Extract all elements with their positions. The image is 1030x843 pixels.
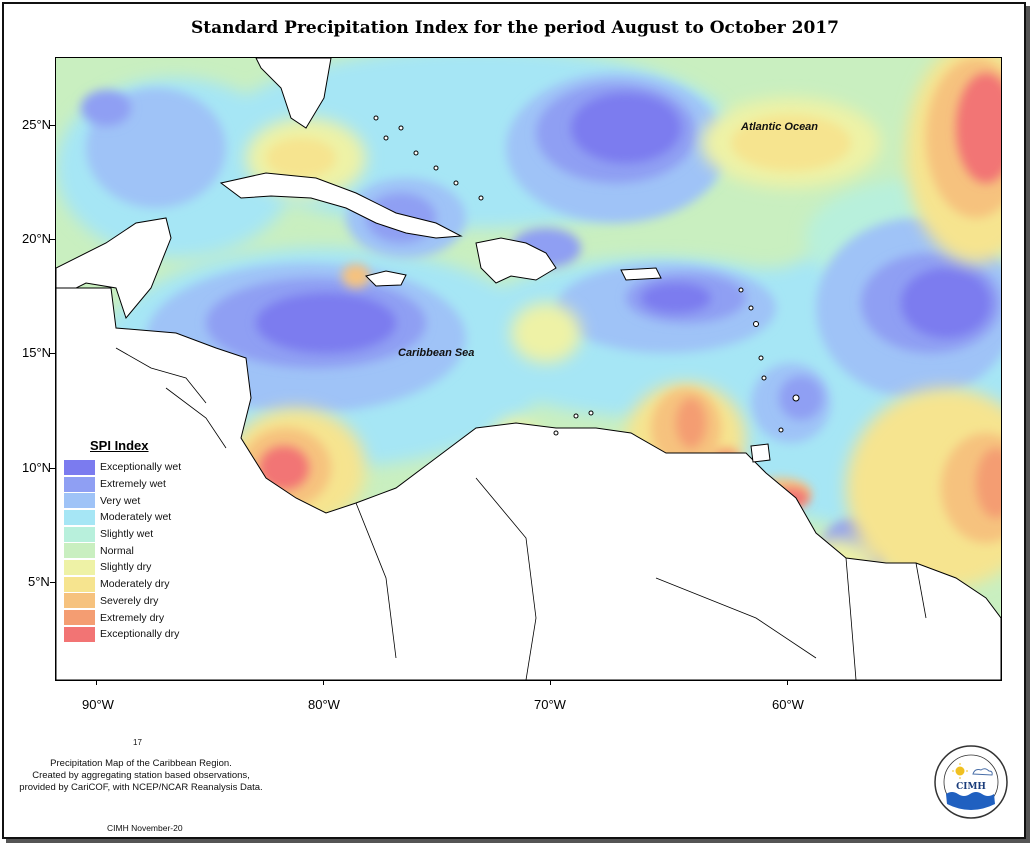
y-tickmark (50, 582, 55, 583)
atlantic-ocean-label: Atlantic Ocean (741, 121, 819, 133)
spi-field (56, 58, 1001, 680)
legend-label: Moderately dry (100, 578, 170, 591)
legend-label: Extremely dry (100, 611, 165, 624)
x-tickmark (323, 680, 324, 685)
legend-label: Slightly dry (100, 561, 152, 574)
y-tick-15n: 15°N (22, 345, 52, 360)
legend-swatch (64, 509, 95, 525)
map-title: Standard Precipitation Index for the per… (191, 18, 839, 38)
legend-item: Normal (64, 542, 234, 559)
legend-item: Severely dry (64, 593, 234, 610)
cimh-logo: CIMH (934, 745, 1008, 819)
y-tickmark (50, 125, 55, 126)
legend-item: Exceptionally dry (64, 626, 234, 643)
legend-swatch (64, 493, 95, 509)
legend-title: SPI Index (90, 438, 149, 453)
legend-swatch (64, 459, 95, 475)
credits-line-2: Created by aggregating station based obs… (32, 770, 250, 781)
legend-swatch (64, 610, 95, 626)
production-date: CIMH November-20 (107, 823, 183, 833)
legend-swatch (64, 526, 95, 542)
x-tickmark (96, 680, 97, 685)
x-tick-70w: 70°W (534, 697, 566, 712)
y-tick-20n: 20°N (22, 231, 52, 246)
y-tickmark (50, 468, 55, 469)
credits-line-3: provided by CariCOF, with NCEP/NCAR Rean… (19, 782, 263, 793)
legend-swatch (64, 576, 95, 592)
legend-item: Slightly dry (64, 559, 234, 576)
legend-item: Very wet (64, 492, 234, 509)
x-tickmark (550, 680, 551, 685)
sun-icon (955, 766, 965, 776)
y-tick-10n: 10°N (22, 460, 52, 475)
legend-item: Extremely wet (64, 476, 234, 493)
spi-legend: SPI Index Exceptionally wet Extremely wet… (64, 438, 234, 643)
x-tick-60w: 60°W (772, 697, 804, 712)
legend-label: Normal (100, 544, 134, 557)
legend-swatch (64, 559, 95, 575)
legend-label: Very wet (100, 494, 141, 507)
legend-item: Moderately wet (64, 509, 234, 526)
waves-icon (946, 792, 995, 810)
legend-label: Exceptionally dry (100, 628, 180, 641)
y-tickmark (50, 239, 55, 240)
x-tickmark (787, 680, 788, 685)
logo-text: CIMH (956, 782, 986, 792)
credits-line-1: Precipitation Map of the Caribbean Regio… (50, 758, 232, 769)
legend-label: Extremely wet (100, 478, 166, 491)
legend-swatch (64, 476, 95, 492)
legend-item: Extremely dry (64, 609, 234, 626)
caribbean-sea-label: Caribbean Sea (398, 347, 475, 359)
legend-label: Moderately wet (100, 511, 172, 524)
legend-swatch (64, 593, 95, 609)
spi-map: Atlantic Ocean Caribbean Sea (55, 57, 1002, 681)
y-tick-25n: 25°N (22, 117, 52, 132)
legend-item: Moderately dry (64, 576, 234, 593)
legend-label: Slightly wet (100, 528, 154, 541)
legend-rows: Exceptionally wet Extremely wet Very wet Mo… (64, 459, 234, 643)
cloud-icon (972, 768, 993, 776)
legend-label: Exceptionally wet (100, 461, 182, 474)
x-tick-80w: 80°W (308, 697, 340, 712)
legend-label: Severely dry (100, 594, 159, 607)
credits-text: Precipitation Map of the Caribbean Regio… (6, 758, 276, 794)
legend-swatch (64, 543, 95, 559)
legend-item: Slightly wet (64, 526, 234, 543)
x-tick-90w: 90°W (82, 697, 114, 712)
legend-swatch (64, 626, 95, 642)
figure-number: 17 (133, 738, 142, 747)
legend-item: Exceptionally wet (64, 459, 234, 476)
y-tick-5n: 5°N (28, 574, 50, 589)
y-tickmark (50, 353, 55, 354)
